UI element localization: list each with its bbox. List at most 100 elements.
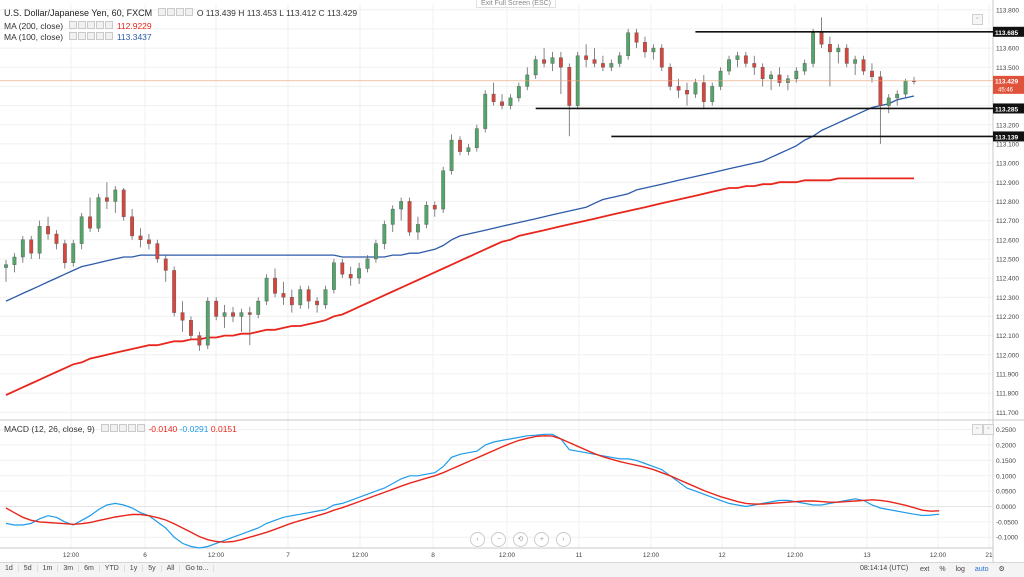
candle: [449, 139, 454, 171]
time-tick-label: 12:00: [930, 552, 947, 559]
range-1y[interactable]: 1y: [125, 565, 144, 572]
candle: [668, 67, 673, 87]
ma100-buttons[interactable]: [69, 32, 114, 43]
price-tick-label: 112.200: [996, 314, 1019, 321]
candle: [357, 268, 362, 279]
level-price-label: [993, 103, 1024, 114]
candle: [264, 277, 269, 302]
macd-tick-label: 0.1500: [996, 458, 1016, 465]
candle: [718, 70, 723, 87]
candle: [676, 86, 681, 91]
candle: [407, 201, 412, 233]
macd-pane-close-icon[interactable]: ▫: [983, 424, 994, 435]
level-price-text: 113.285: [995, 106, 1019, 113]
candle: [516, 86, 521, 99]
scroll-right-button[interactable]: ›: [555, 532, 571, 547]
candle: [130, 216, 135, 237]
range-1d[interactable]: 1d: [0, 565, 19, 572]
scroll-left-button[interactable]: ‹: [470, 532, 485, 547]
candle: [289, 297, 294, 306]
reset-button[interactable]: ⟲: [512, 532, 528, 547]
candle: [222, 312, 227, 317]
candle: [794, 70, 799, 79]
range-5y[interactable]: 5y: [143, 565, 162, 572]
legend-buttons[interactable]: [158, 8, 194, 19]
settings-icon[interactable]: ⚙: [998, 566, 1005, 573]
candle: [441, 170, 446, 210]
candle: [903, 80, 908, 95]
candle: [54, 233, 59, 244]
candle: [20, 239, 25, 258]
macd-tick-label: -0.0500: [996, 519, 1018, 526]
macd-pane-restore-icon[interactable]: ▫: [972, 424, 983, 435]
candle: [71, 243, 76, 263]
range-5d[interactable]: 5d: [19, 565, 38, 572]
auto-toggle[interactable]: auto: [974, 566, 989, 573]
candle: [853, 59, 858, 64]
ma100-line: [5, 95, 915, 302]
zoom-in-button[interactable]: +: [534, 532, 550, 547]
range-6m[interactable]: 6m: [79, 565, 100, 572]
candle: [104, 197, 109, 202]
pane-restore-icon[interactable]: ▫: [972, 14, 983, 25]
candle: [365, 258, 370, 269]
candle: [886, 97, 891, 106]
price-tick-label: 112.800: [996, 199, 1019, 206]
time-tick-label: 6: [143, 552, 147, 559]
time-tick-label: 12:00: [499, 552, 516, 559]
candle: [558, 57, 563, 68]
candle: [29, 239, 34, 254]
candle: [811, 32, 816, 64]
candle: [12, 256, 17, 265]
candle: [508, 97, 513, 106]
current-price-label: [993, 75, 1024, 94]
candle: [432, 205, 437, 210]
candle: [828, 44, 832, 53]
macd-value-1: -0.0140: [148, 424, 178, 435]
time-tick-label: 12:00: [352, 552, 369, 559]
candle: [861, 59, 866, 72]
candle: [231, 312, 235, 317]
percent-toggle[interactable]: %: [939, 566, 946, 573]
macd-tick-label: 0.1000: [996, 473, 1016, 480]
candle: [626, 32, 631, 56]
price-tick-label: 113.000: [996, 161, 1019, 168]
candle: [298, 289, 303, 306]
candle: [567, 67, 572, 106]
main-legend: U.S. Dollar/Japanese Yen, 60, FXCM O 113…: [4, 8, 357, 19]
time-tick-label: 8: [431, 552, 435, 559]
goto-button[interactable]: Go to...: [180, 565, 215, 572]
log-toggle[interactable]: log: [955, 566, 965, 573]
macd-buttons[interactable]: [101, 424, 146, 435]
range-all[interactable]: All: [162, 565, 181, 572]
exit-fullscreen-button[interactable]: Exit Full Screen (ESC): [476, 0, 557, 8]
price-tick-label: 111.900: [996, 371, 1019, 378]
candle: [651, 47, 656, 53]
price-tick-label: 112.300: [996, 295, 1019, 302]
candle: [701, 82, 706, 102]
ext-toggle[interactable]: ext: [920, 566, 930, 573]
candle: [634, 32, 639, 43]
zoom-out-button[interactable]: −: [491, 532, 507, 547]
price-tick-label: 112.500: [996, 256, 1019, 263]
candle: [138, 235, 143, 240]
candle: [331, 262, 336, 290]
candle: [88, 216, 92, 229]
candle: [550, 57, 555, 64]
macd-value-2: -0.0291: [179, 424, 209, 435]
candle: [281, 293, 286, 298]
candle: [727, 59, 731, 72]
candle: [685, 90, 689, 95]
time-tick-label: 12: [718, 552, 726, 559]
range-1m[interactable]: 1m: [38, 565, 59, 572]
candle: [256, 300, 261, 315]
candle: [743, 55, 748, 64]
time-tick-label: 12:00: [643, 552, 660, 559]
time-tick-label: 11: [576, 552, 583, 559]
macd-legend: MACD (12, 26, close, 9) -0.0140 -0.0291 …: [4, 424, 237, 435]
ma200-buttons[interactable]: [69, 21, 114, 32]
candle: [189, 320, 193, 336]
range-ytd[interactable]: YTD: [100, 565, 125, 572]
range-3m[interactable]: 3m: [58, 565, 80, 572]
